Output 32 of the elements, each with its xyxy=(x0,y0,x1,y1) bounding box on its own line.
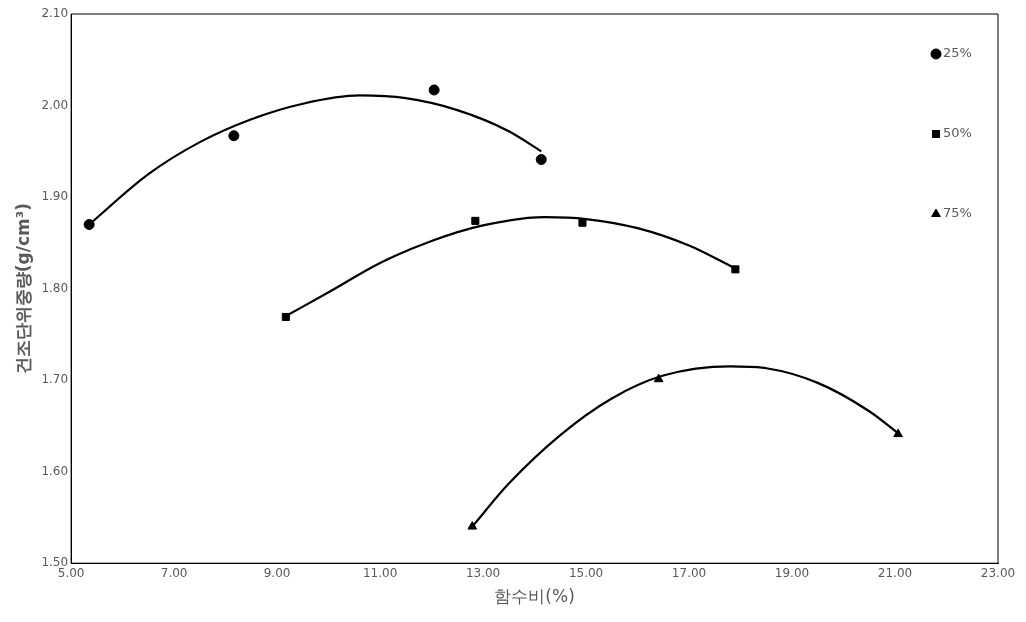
y-tick-label: 1.60 xyxy=(41,463,69,478)
point xyxy=(83,219,95,231)
y-tick-label: 2.10 xyxy=(41,6,69,21)
x-tick-label: 5.00 xyxy=(57,565,85,580)
point xyxy=(535,154,547,166)
point xyxy=(578,218,587,227)
x-tick-label: 7.00 xyxy=(160,565,188,580)
y-tick-label: 2.00 xyxy=(41,97,69,112)
legend-label: 75% xyxy=(943,205,972,221)
point xyxy=(228,130,240,142)
y-axis-title: 건조단위중량(g/cm³) xyxy=(12,203,33,375)
x-tick-label: 11.00 xyxy=(362,565,398,580)
x-tick-label: 21.00 xyxy=(877,565,913,580)
legend-label: 25% xyxy=(943,45,972,61)
x-tick-label: 13.00 xyxy=(465,565,501,580)
y-tick-label: 1.70 xyxy=(41,372,69,387)
point xyxy=(428,84,440,96)
point xyxy=(893,428,903,438)
y-tick-label: 1.90 xyxy=(41,189,69,204)
x-tick-label: 19.00 xyxy=(774,565,810,580)
x-tick-label: 9.00 xyxy=(263,565,291,580)
point xyxy=(467,521,478,530)
legend-label: 50% xyxy=(943,125,972,141)
x-tick-label: 23.00 xyxy=(980,565,1016,580)
y-tick-label: 1.80 xyxy=(41,280,69,295)
x-tick-label: 15.00 xyxy=(568,565,604,580)
point xyxy=(471,216,480,225)
x-axis-title: 함수비(%) xyxy=(494,586,575,607)
point xyxy=(653,373,664,383)
point xyxy=(281,312,290,322)
x-tick-label: 17.00 xyxy=(671,565,707,580)
point xyxy=(731,265,740,274)
